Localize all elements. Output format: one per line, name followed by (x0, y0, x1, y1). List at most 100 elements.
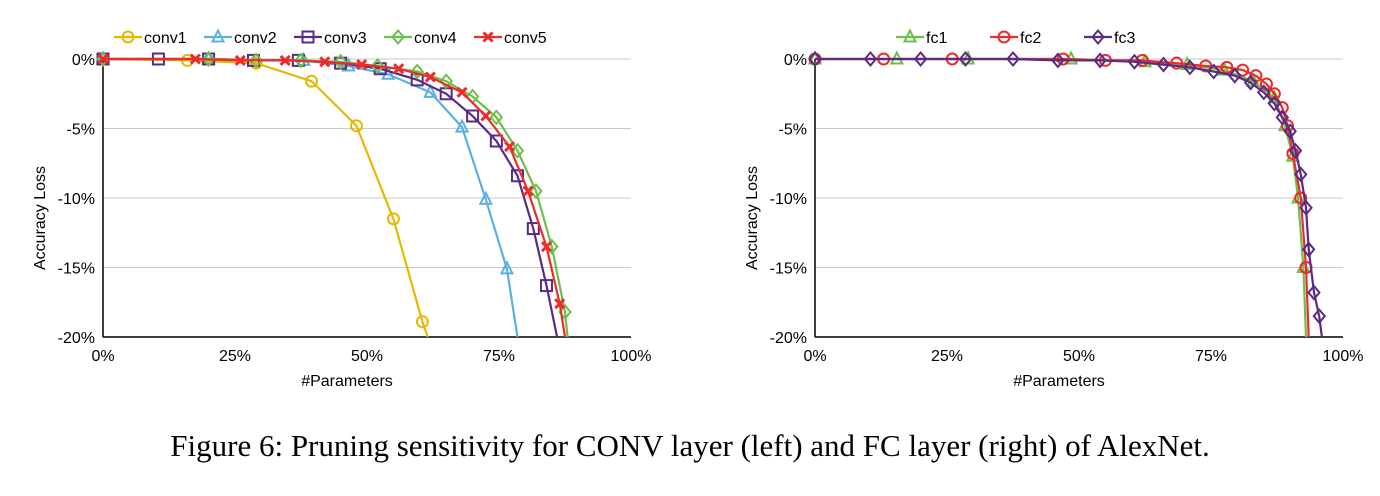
data-point-fc3 (1256, 84, 1271, 101)
data-point-conv1 (305, 74, 319, 88)
y-tick-label: -10% (58, 191, 95, 208)
data-point-fc3 (1267, 95, 1282, 112)
data-point-conv2 (499, 260, 515, 275)
legend-label: conv3 (324, 30, 367, 47)
legend-marker-conv2 (210, 28, 226, 43)
legend-label: fc3 (1114, 30, 1135, 47)
y-tick-label: -15% (770, 261, 807, 278)
legend-marker-conv3 (301, 30, 315, 44)
data-point-conv4 (333, 53, 348, 70)
data-point-fc3 (1206, 63, 1221, 80)
data-point-conv5 (319, 56, 331, 68)
data-point-conv5 (540, 241, 553, 253)
x-tick-label: 100% (1323, 348, 1364, 365)
data-point-conv5 (480, 110, 492, 122)
y-tick-label: -5% (67, 122, 95, 139)
figure-caption: Figure 6: Pruning sensitivity for CONV l… (170, 428, 1210, 463)
data-point-fc2 (1281, 119, 1295, 133)
data-point-conv2 (454, 118, 470, 133)
data-point-fc3 (1227, 67, 1242, 84)
legend-label: conv5 (504, 30, 547, 47)
data-point-fc3 (1288, 142, 1303, 159)
y-tick-label: -20% (770, 330, 807, 347)
data-point-conv5 (279, 54, 291, 66)
data-point-conv3 (540, 279, 554, 293)
data-point-conv5 (503, 141, 516, 153)
data-point-conv1 (249, 56, 263, 70)
series-conv4 (96, 50, 572, 337)
data-point-conv4 (201, 50, 216, 68)
data-point-conv5 (97, 53, 109, 65)
data-point-fc3 (1156, 56, 1171, 73)
legend-entry-conv4: conv4 (384, 28, 457, 47)
data-point-fc3 (1299, 199, 1313, 216)
y-axis-label: Accuracy Loss (744, 166, 761, 270)
legend-entry-conv1: conv1 (114, 30, 187, 47)
data-point-fc3 (1127, 53, 1142, 70)
data-point-fc3 (863, 50, 878, 68)
data-point-conv4 (294, 52, 308, 69)
x-axis-label: #Parameters (301, 373, 393, 390)
data-point-conv1 (349, 119, 363, 133)
data-point-fc3 (1243, 74, 1258, 91)
data-point-fc3 (1275, 109, 1290, 126)
series-conv2 (95, 50, 519, 337)
data-point-conv1 (386, 212, 400, 226)
data-point-fc3 (1301, 241, 1316, 258)
data-point-fc2 (1170, 56, 1184, 70)
data-point-conv3 (489, 134, 503, 148)
legend-entry-fc1: fc1 (896, 28, 947, 47)
legend-label: fc2 (1020, 30, 1041, 47)
legend-marker-fc2 (997, 30, 1011, 44)
data-point-conv4 (370, 57, 385, 74)
legend-marker-conv5 (482, 31, 494, 43)
data-point-fc3 (1183, 59, 1197, 76)
legend-entry-conv2: conv2 (204, 28, 277, 47)
data-point-fc2 (1199, 59, 1213, 73)
data-point-conv5 (424, 71, 436, 83)
data-point-fc3 (958, 50, 973, 68)
y-tick-label: -5% (779, 122, 807, 139)
legend-entry-fc2: fc2 (990, 30, 1041, 47)
data-point-fc3 (1093, 52, 1107, 69)
legend-entry-conv5: conv5 (474, 30, 547, 47)
data-point-conv5 (356, 58, 368, 71)
data-point-conv4 (439, 73, 454, 90)
x-tick-label: 50% (351, 348, 383, 365)
data-point-fc3 (808, 50, 822, 68)
data-point-fc3 (1006, 50, 1020, 68)
legend-label: fc1 (926, 30, 947, 47)
data-point-fc3 (1283, 123, 1298, 140)
data-point-conv2 (423, 83, 438, 98)
data-point-conv4 (249, 52, 263, 69)
data-point-fc2 (1056, 52, 1070, 66)
data-point-fc2 (1135, 53, 1149, 67)
data-point-fc2 (1220, 60, 1234, 74)
x-axis-label: #Parameters (1013, 373, 1105, 390)
data-point-conv2 (478, 190, 493, 205)
legend-marker-fc1 (902, 28, 918, 43)
data-point-conv1 (415, 315, 429, 329)
legend-marker-conv1 (121, 30, 135, 44)
legend-label: conv1 (144, 30, 187, 47)
legend-entry-fc3: fc3 (1084, 28, 1135, 47)
data-point-fc3 (1312, 308, 1327, 325)
legend-label: conv4 (414, 30, 457, 47)
chart-left: 0%-5%-10%-15%-20%0% 25% 50% 75% 100%#Paramet… (32, 28, 651, 390)
legend-label: conv2 (234, 30, 277, 47)
legend-marker-conv4 (391, 28, 405, 46)
data-point-conv5 (456, 86, 468, 98)
data-point-conv3 (466, 109, 480, 123)
series-conv1 (96, 52, 429, 337)
series-fc2 (808, 52, 1313, 337)
x-tick-label: 75% (483, 348, 515, 365)
data-point-conv3 (510, 169, 524, 183)
x-tick-label: 25% (219, 348, 251, 365)
legend-entry-conv3: conv3 (294, 30, 367, 47)
series-fc3 (808, 50, 1327, 337)
data-point-fc3 (1293, 166, 1308, 183)
data-point-fc2 (1236, 63, 1250, 77)
y-axis-label: Accuracy Loss (32, 166, 49, 270)
data-point-conv5 (393, 63, 405, 75)
